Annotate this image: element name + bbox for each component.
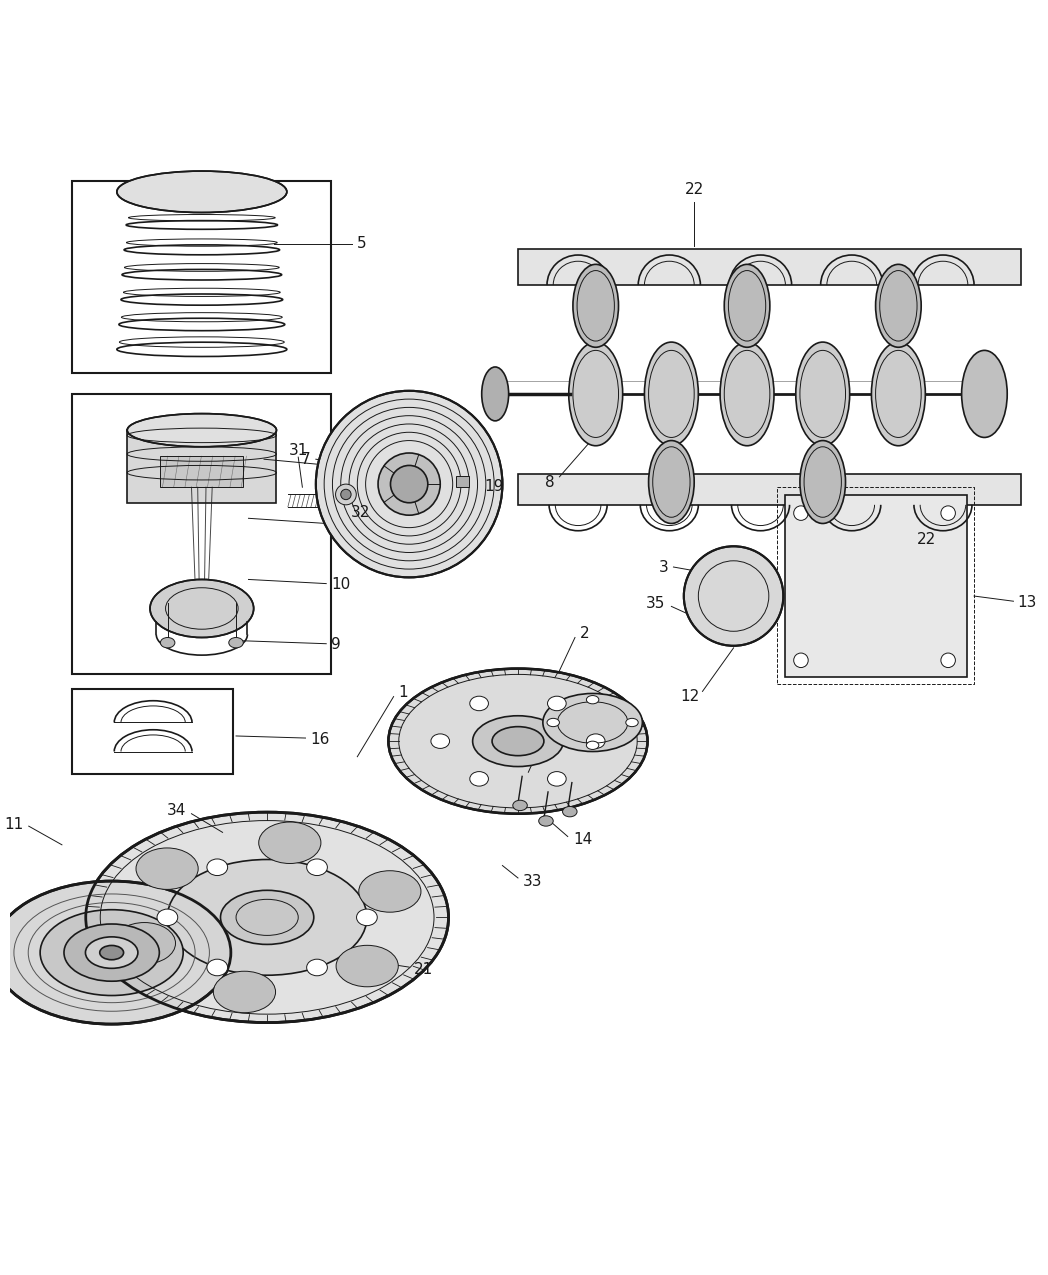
Ellipse shape	[116, 171, 287, 213]
Ellipse shape	[547, 718, 560, 727]
Ellipse shape	[64, 924, 159, 982]
Ellipse shape	[724, 264, 770, 347]
Ellipse shape	[473, 715, 564, 766]
Ellipse shape	[587, 741, 598, 750]
Ellipse shape	[259, 822, 321, 863]
Ellipse shape	[793, 506, 808, 520]
Text: 22: 22	[684, 182, 704, 196]
Ellipse shape	[795, 342, 850, 446]
Polygon shape	[518, 249, 1021, 286]
Ellipse shape	[573, 264, 618, 347]
Ellipse shape	[136, 848, 198, 890]
Text: 10: 10	[331, 578, 351, 592]
Ellipse shape	[220, 890, 313, 945]
Bar	[72, 690, 233, 774]
Text: 22: 22	[917, 532, 936, 547]
Ellipse shape	[587, 734, 605, 748]
Ellipse shape	[341, 490, 351, 500]
Ellipse shape	[315, 391, 502, 578]
Bar	[72, 394, 331, 673]
Ellipse shape	[493, 727, 544, 756]
Text: 14: 14	[573, 833, 592, 847]
Ellipse shape	[626, 718, 638, 727]
Ellipse shape	[113, 923, 175, 964]
Ellipse shape	[645, 342, 698, 446]
Ellipse shape	[335, 484, 356, 505]
Text: 33: 33	[523, 873, 543, 889]
Text: 5: 5	[357, 236, 367, 251]
Ellipse shape	[720, 342, 774, 446]
Ellipse shape	[470, 696, 488, 710]
Ellipse shape	[563, 807, 577, 817]
Ellipse shape	[86, 812, 449, 1023]
Text: 19: 19	[485, 478, 504, 493]
Ellipse shape	[86, 937, 138, 968]
Ellipse shape	[40, 909, 183, 996]
Ellipse shape	[127, 413, 277, 446]
Ellipse shape	[649, 441, 694, 524]
Ellipse shape	[470, 771, 488, 787]
Text: 3: 3	[658, 560, 669, 575]
Text: 4: 4	[347, 460, 356, 476]
Ellipse shape	[358, 871, 421, 912]
Ellipse shape	[307, 959, 327, 975]
Ellipse shape	[206, 959, 227, 975]
Ellipse shape	[378, 453, 440, 515]
Ellipse shape	[214, 972, 276, 1012]
Ellipse shape	[150, 579, 254, 638]
Bar	[72, 181, 331, 374]
Ellipse shape	[482, 367, 508, 421]
Ellipse shape	[543, 694, 642, 751]
Ellipse shape	[206, 859, 227, 876]
Bar	[127, 430, 277, 502]
Text: 31: 31	[288, 444, 308, 459]
Ellipse shape	[539, 816, 553, 826]
Text: 35: 35	[646, 595, 665, 611]
Bar	[456, 476, 470, 487]
Ellipse shape	[800, 441, 846, 524]
Ellipse shape	[684, 546, 783, 646]
Ellipse shape	[391, 465, 428, 502]
Ellipse shape	[168, 859, 367, 975]
Ellipse shape	[547, 771, 566, 787]
Bar	[160, 456, 243, 487]
Polygon shape	[518, 474, 1021, 505]
Text: 16: 16	[310, 732, 330, 747]
Ellipse shape	[228, 638, 243, 648]
Ellipse shape	[157, 909, 178, 926]
Text: 21: 21	[414, 961, 434, 977]
Ellipse shape	[941, 653, 956, 668]
Ellipse shape	[307, 859, 327, 876]
Ellipse shape	[336, 945, 398, 987]
Ellipse shape	[389, 668, 648, 813]
Text: 8: 8	[545, 474, 554, 490]
Ellipse shape	[569, 342, 623, 446]
Ellipse shape	[875, 264, 921, 347]
Text: 2: 2	[581, 626, 590, 641]
Text: 7: 7	[301, 451, 310, 467]
Ellipse shape	[431, 734, 450, 748]
Ellipse shape	[962, 351, 1007, 437]
Ellipse shape	[793, 653, 808, 668]
Text: 9: 9	[331, 638, 342, 653]
Ellipse shape	[512, 801, 527, 811]
Text: 12: 12	[680, 688, 699, 704]
Bar	[785, 496, 967, 677]
Ellipse shape	[0, 881, 231, 1024]
Text: 32: 32	[351, 505, 370, 520]
Ellipse shape	[941, 506, 956, 520]
Ellipse shape	[547, 696, 566, 710]
Ellipse shape	[356, 909, 377, 926]
Text: 13: 13	[1018, 594, 1036, 609]
Text: 34: 34	[167, 803, 187, 819]
Text: 1: 1	[399, 685, 409, 700]
Text: 11: 11	[4, 816, 23, 831]
Text: 6: 6	[542, 745, 551, 759]
Ellipse shape	[160, 638, 175, 648]
Ellipse shape	[100, 946, 124, 960]
Text: 20: 20	[331, 518, 351, 532]
Ellipse shape	[587, 696, 598, 704]
Ellipse shape	[872, 342, 925, 446]
